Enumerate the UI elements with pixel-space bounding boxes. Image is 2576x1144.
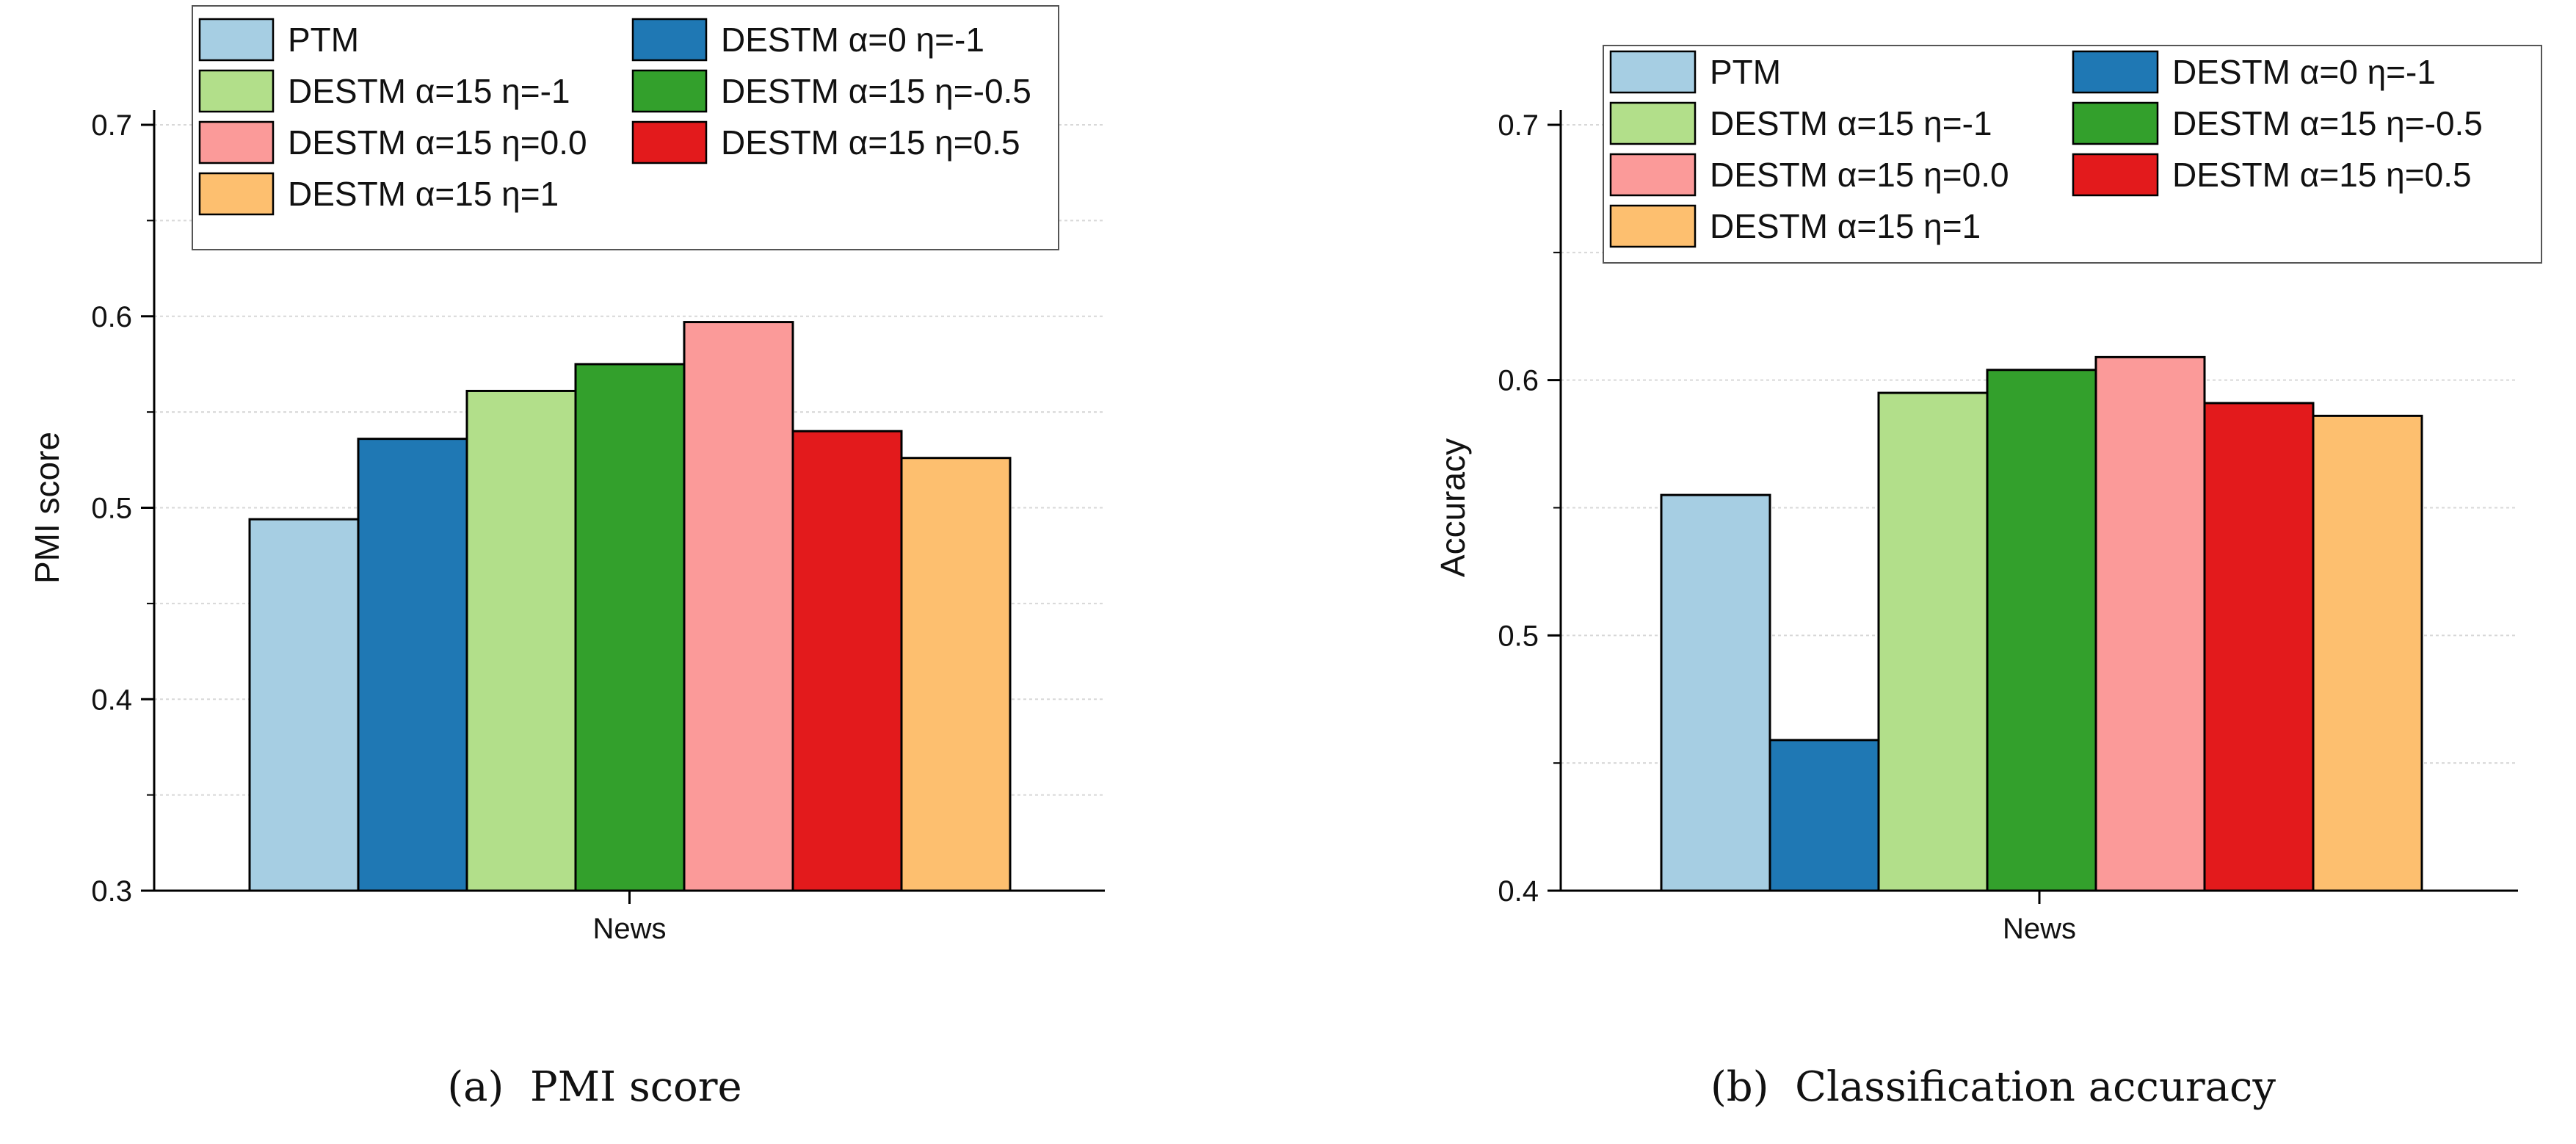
y-tick-label: 0.5 — [1498, 620, 1539, 652]
legend-label: DESTM α=0 η=-1 — [721, 21, 984, 59]
caption-b-text: Classification accuracy — [1795, 1063, 2276, 1111]
y-tick-label: 0.3 — [91, 875, 132, 908]
legend-swatch — [2072, 101, 2159, 145]
caption-a-label: (a) — [447, 1063, 504, 1111]
legend-swatch — [2072, 50, 2159, 94]
bar — [574, 363, 686, 892]
legend-item: PTM — [198, 18, 359, 62]
y-tick-label: 0.6 — [1498, 365, 1539, 397]
bar — [2203, 402, 2315, 892]
legend-swatch — [198, 120, 275, 164]
legend-box — [192, 5, 1059, 250]
caption-a: (a) PMI score — [447, 1063, 741, 1111]
legend-item: DESTM α=15 η=0.5 — [631, 120, 1020, 164]
legend-swatch — [1609, 153, 1697, 197]
y-tick-label: 0.7 — [91, 109, 132, 142]
legend-swatch — [198, 18, 275, 62]
legend: PTM DESTM α=0 η=-1 DESTM α=15 η=-1 DESTM α=… — [192, 5, 1059, 250]
x-tick-label: News — [2003, 913, 2076, 945]
bar — [248, 518, 360, 892]
legend-label: DESTM α=15 η=-1 — [1710, 104, 1992, 142]
chart-accuracy: 0.4 0.5 0.6 0.7 News Accuracy PTM DESTM α=0 η=-… — [1434, 45, 2542, 945]
legend-swatch — [631, 69, 708, 113]
legend-label: PTM — [288, 21, 359, 59]
legend-item: DESTM α=15 η=-0.5 — [2072, 101, 2483, 145]
legend-item: DESTM α=15 η=0.5 — [2072, 153, 2472, 197]
y-tick-label: 0.6 — [91, 301, 132, 333]
legend-label: DESTM α=15 η=0.0 — [288, 123, 587, 162]
legend-item: DESTM α=15 η=1 — [198, 172, 559, 216]
y-axis-label: PMI score — [28, 432, 66, 584]
y-tick-label: 0.5 — [91, 493, 132, 525]
legend-swatch — [1609, 204, 1697, 248]
legend-item: DESTM α=15 η=0.0 — [198, 120, 587, 164]
legend-label: DESTM α=15 η=0.5 — [2172, 156, 2472, 194]
legend-label: DESTM α=15 η=1 — [1710, 207, 1981, 245]
bar — [1660, 493, 1771, 892]
legend-label: DESTM α=0 η=-1 — [2172, 53, 2436, 91]
legend-swatch — [631, 120, 708, 164]
legend-swatch — [198, 172, 275, 216]
legend-swatch — [1609, 50, 1697, 94]
legend-label: DESTM α=15 η=1 — [288, 175, 559, 213]
legend-label: DESTM α=15 η=-0.5 — [2172, 104, 2483, 142]
y-axis-label: Accuracy — [1434, 438, 1472, 577]
legend-item: DESTM α=15 η=-1 — [1609, 101, 1992, 145]
y-tick-label: 0.4 — [91, 684, 132, 716]
caption-a-text: PMI score — [530, 1063, 742, 1111]
bar — [1877, 391, 1989, 892]
chart-pmi-score: 0.3 0.4 0.5 0.6 0.7 News PMI score PTM DESTM α=0… — [28, 5, 1105, 945]
legend-item: PTM — [1609, 50, 1781, 94]
caption-b-label: (b) — [1710, 1063, 1769, 1111]
legend-label: DESTM α=15 η=-1 — [288, 72, 570, 110]
legend-swatch — [2072, 153, 2159, 197]
bar — [900, 457, 1012, 892]
legend-item: DESTM α=15 η=-1 — [198, 69, 570, 113]
y-tick-label: 0.7 — [1498, 109, 1539, 142]
bar — [1986, 369, 2097, 892]
legend-swatch — [1609, 101, 1697, 145]
legend-item: DESTM α=15 η=-0.5 — [631, 69, 1031, 113]
legend-label: DESTM α=15 η=-0.5 — [721, 72, 1031, 110]
legend-swatch — [198, 69, 275, 113]
caption-b: (b) Classification accuracy — [1710, 1063, 2276, 1111]
bar — [2094, 355, 2206, 892]
bar — [465, 389, 577, 892]
bar — [683, 321, 794, 892]
bar — [2312, 414, 2423, 892]
legend-item: DESTM α=15 η=1 — [1609, 204, 1981, 248]
x-tick-label: News — [592, 913, 666, 945]
legend-item: DESTM α=0 η=-1 — [2072, 50, 2436, 94]
legend: PTM DESTM α=0 η=-1 DESTM α=15 η=-1 DESTM α=… — [1603, 45, 2542, 264]
y-tick-label: 0.4 — [1498, 875, 1539, 908]
legend-swatch — [631, 18, 708, 62]
legend-label: DESTM α=15 η=0.5 — [721, 123, 1020, 162]
legend-item: DESTM α=0 η=-1 — [631, 18, 984, 62]
bar — [791, 430, 903, 892]
legend-label: PTM — [1710, 53, 1781, 91]
legend-item: DESTM α=15 η=0.0 — [1609, 153, 2009, 197]
bar — [357, 438, 468, 892]
legend-label: DESTM α=15 η=0.0 — [1710, 156, 2009, 194]
bar — [1768, 739, 1880, 892]
